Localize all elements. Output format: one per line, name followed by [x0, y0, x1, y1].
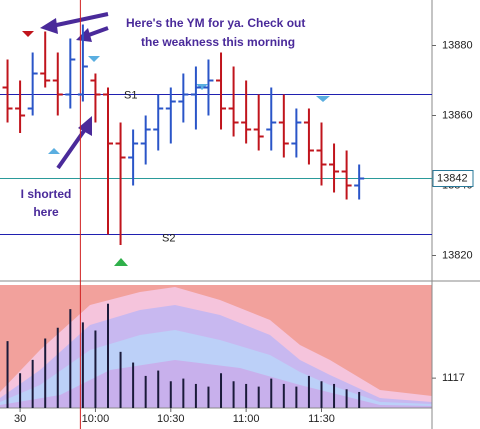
signal-marker — [22, 31, 34, 37]
x-tick-label: 10:30 — [157, 413, 185, 425]
y-tick-label: 13820 — [442, 249, 473, 261]
last-price-box — [432, 170, 474, 187]
x-tick-label: 11:00 — [233, 413, 260, 425]
last-price-label: 13842 — [437, 172, 468, 184]
signal-marker — [114, 258, 128, 266]
y-tick-label: 13860 — [442, 109, 473, 121]
x-tick-label: 11:30 — [308, 413, 335, 425]
pivot-label: S1 — [124, 89, 137, 101]
volume-background — [0, 285, 432, 408]
y-tick-label: 13880 — [442, 39, 473, 51]
signal-marker — [196, 84, 208, 90]
signal-marker — [316, 96, 330, 102]
annotation: here — [33, 205, 59, 219]
annotation: I shorted — [21, 187, 72, 201]
annotation: Here's the YM for ya. Check out — [126, 16, 305, 30]
x-tick-label: 10:00 — [82, 413, 110, 425]
pivot-label: S2 — [162, 232, 175, 244]
x-tick-label: 30 — [14, 413, 26, 425]
signal-marker — [48, 148, 60, 154]
signal-marker — [88, 56, 100, 62]
annotation: the weakness this morning — [141, 35, 295, 49]
y-tick-label: 1117 — [442, 372, 465, 384]
